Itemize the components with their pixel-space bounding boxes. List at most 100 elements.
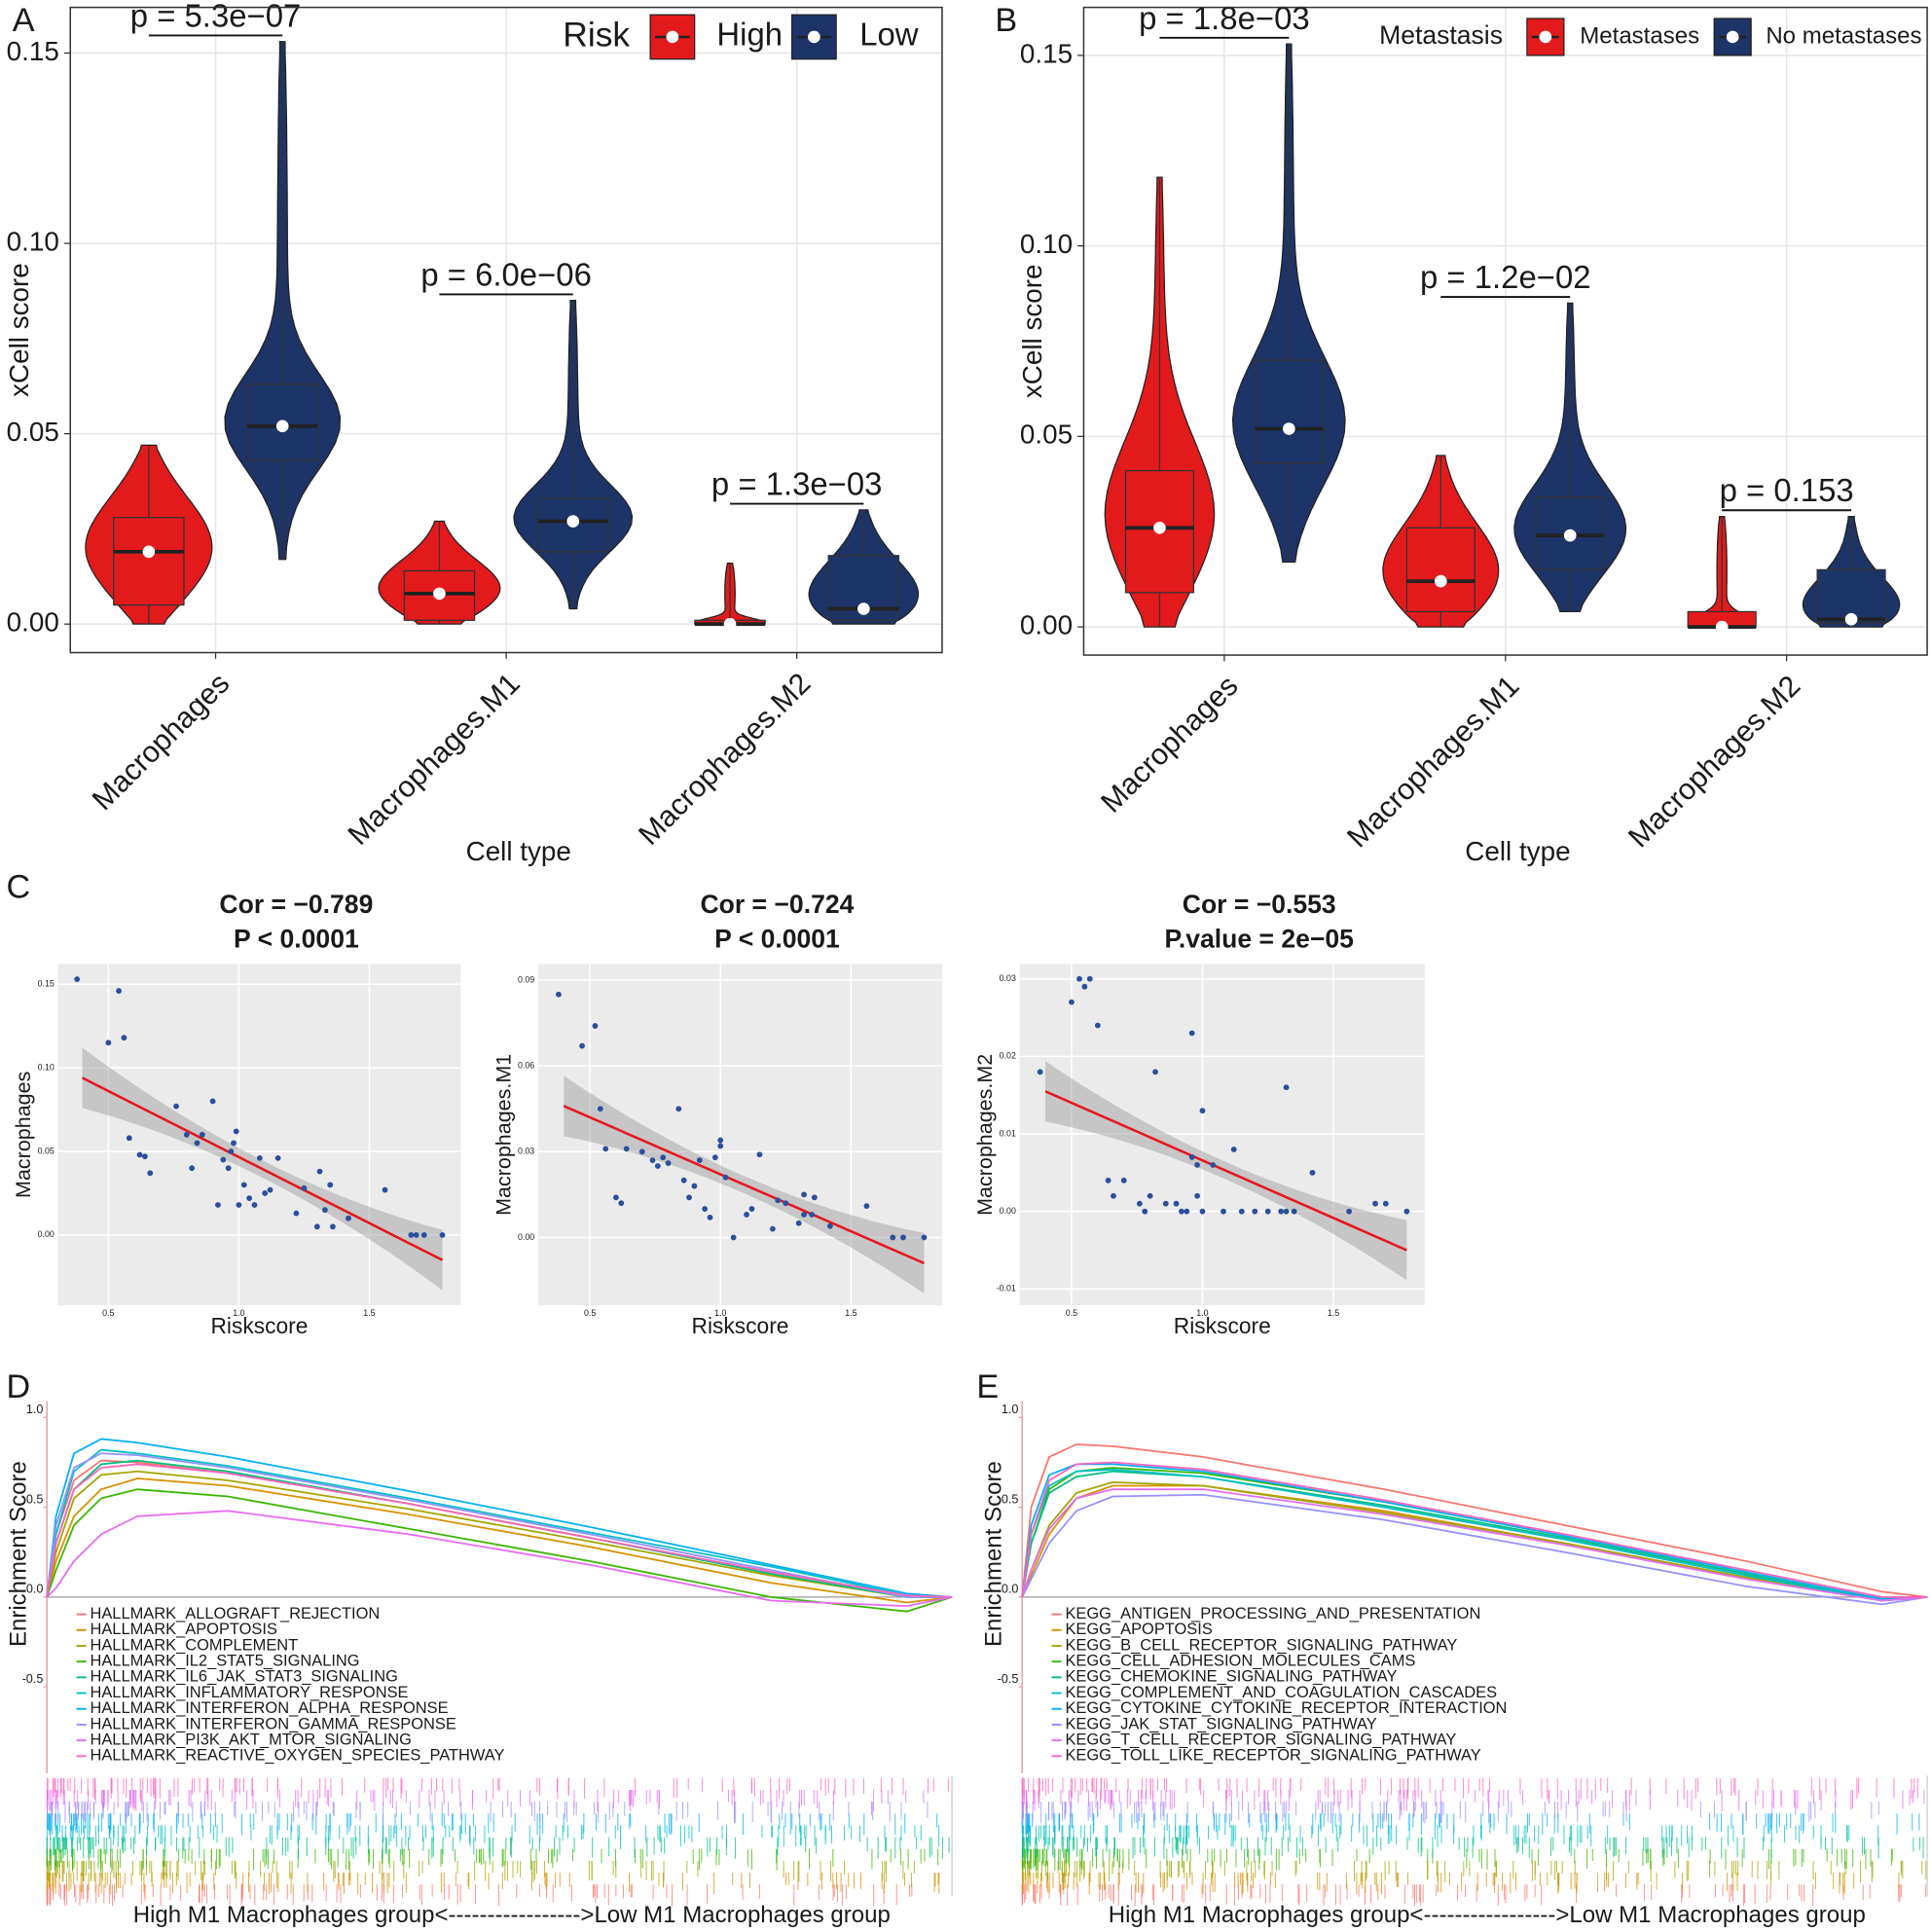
- y-tick-label: 0.02: [1000, 1051, 1016, 1061]
- p-value: p = 1.8e−03: [1139, 0, 1310, 36]
- y-tick-label: 0.03: [518, 1147, 534, 1156]
- y-tick-label: 0.15: [7, 36, 59, 66]
- legend-label: HALLMARK_INTERFERON_ALPHA_RESPONSE: [90, 1699, 448, 1717]
- y-tick-label: 0.15: [38, 979, 55, 989]
- y-tick-label: 0.15: [1020, 38, 1073, 68]
- box: [113, 517, 185, 606]
- point: [74, 976, 81, 982]
- point: [717, 1143, 724, 1149]
- point: [301, 1185, 308, 1191]
- x-axis-label: Riskscore: [692, 1313, 789, 1338]
- point: [1173, 1200, 1180, 1207]
- point: [801, 1212, 807, 1218]
- point: [660, 1154, 667, 1161]
- x-tick-label: 0.5: [1066, 1308, 1077, 1318]
- legend-title: Risk: [563, 15, 630, 54]
- point: [811, 1194, 818, 1201]
- point: [1346, 1208, 1353, 1215]
- box: [1254, 359, 1324, 464]
- plot-panel: [537, 964, 942, 1306]
- point: [236, 1202, 242, 1208]
- y-axis-label: Macrophages.M2: [973, 1054, 997, 1216]
- point: [1037, 1069, 1043, 1075]
- point: [228, 1148, 235, 1154]
- p-value: p = 1.3e−03: [711, 466, 883, 502]
- point: [1069, 999, 1075, 1005]
- x-tick-label: Macrophages.M2: [1622, 670, 1806, 854]
- point: [649, 1157, 656, 1164]
- y-tick-label: 0.05: [1020, 419, 1073, 450]
- y-axis-label: Enrichment Score: [981, 1461, 1007, 1647]
- legend-label: KEGG_JAK_STAT_SIGNALING_PATHWAY: [1065, 1715, 1376, 1732]
- center-dot: [1715, 620, 1729, 634]
- point: [921, 1234, 928, 1241]
- point: [173, 1103, 179, 1110]
- y-tick-label: 0.00: [518, 1232, 534, 1242]
- legend-label: KEGG_CYTOKINE_CYTOKINE_RECEPTOR_INTERACT…: [1065, 1699, 1507, 1717]
- point: [220, 1156, 227, 1163]
- x-axis-label: High M1 Macrophages group<--------------…: [133, 1902, 891, 1928]
- legend-label: HALLMARK_IL6_JAK_STAT3_SIGNALING: [90, 1668, 397, 1686]
- chart-title: Cor = −0.553: [1183, 890, 1336, 919]
- point: [1111, 1192, 1116, 1199]
- point: [1152, 1069, 1158, 1075]
- point: [680, 1177, 687, 1184]
- point: [408, 1231, 415, 1238]
- legend-label: HALLMARK_INFLAMMATORY_RESPONSE: [90, 1684, 408, 1701]
- point: [638, 1148, 645, 1155]
- center-dot: [1563, 529, 1577, 542]
- box: [1124, 469, 1195, 594]
- x-tick-label: Macrophages: [87, 668, 236, 817]
- es-curve: [46, 1477, 953, 1604]
- legend-key-dot: [666, 30, 679, 44]
- point: [1238, 1208, 1245, 1215]
- point: [1162, 1200, 1169, 1207]
- point: [231, 1140, 237, 1147]
- point: [623, 1146, 630, 1152]
- legend-label: High: [716, 17, 783, 53]
- point: [439, 1231, 446, 1238]
- point: [722, 1174, 729, 1181]
- point: [1230, 1147, 1237, 1152]
- point: [141, 1153, 148, 1160]
- point: [686, 1194, 692, 1201]
- fit-line: [1044, 1090, 1407, 1252]
- point: [1188, 1030, 1195, 1037]
- x-tick-label: 0.5: [584, 1308, 596, 1318]
- y-tick-label: 0.00: [1020, 609, 1073, 639]
- point: [246, 1195, 253, 1202]
- p-value: p = 1.2e−02: [1420, 259, 1590, 295]
- point: [240, 1182, 247, 1188]
- legend-label: Metastases: [1580, 22, 1699, 49]
- es-curve: [1021, 1488, 1928, 1602]
- chart-title: Cor = −0.724: [700, 890, 854, 919]
- point: [1179, 1208, 1184, 1215]
- point: [1105, 1177, 1111, 1184]
- point: [1283, 1208, 1290, 1215]
- legend-label: KEGG_CELL_ADHESION_MOLECULES_CAMS: [1065, 1653, 1415, 1670]
- y-tick-label: 1.0: [26, 1403, 44, 1416]
- point: [1120, 1177, 1127, 1184]
- point: [756, 1151, 763, 1158]
- legend-label: KEGG_ANTIGEN_PROCESSING_AND_PRESENTATION: [1065, 1605, 1480, 1622]
- es-curve: [46, 1470, 953, 1598]
- x-tick-label: 1.5: [1328, 1308, 1339, 1318]
- point: [293, 1210, 300, 1217]
- point: [665, 1160, 672, 1166]
- center-dot: [1434, 574, 1447, 588]
- point: [1194, 1192, 1200, 1199]
- es-curve: [1021, 1443, 1928, 1598]
- legend-key-dot: [1726, 30, 1739, 44]
- point: [1283, 1084, 1290, 1091]
- plot-border: [1082, 6, 1928, 656]
- es-curve: [1021, 1463, 1928, 1600]
- x-axis-label: Riskscore: [1174, 1313, 1271, 1338]
- point: [1210, 1161, 1217, 1168]
- legend-label: No metastases: [1766, 22, 1921, 49]
- x-tick-label: 1.0: [233, 1308, 244, 1318]
- point: [1403, 1208, 1410, 1215]
- point: [321, 1207, 328, 1214]
- point: [1194, 1161, 1200, 1168]
- legend-label: HALLMARK_IL2_STAT5_SIGNALING: [90, 1653, 359, 1670]
